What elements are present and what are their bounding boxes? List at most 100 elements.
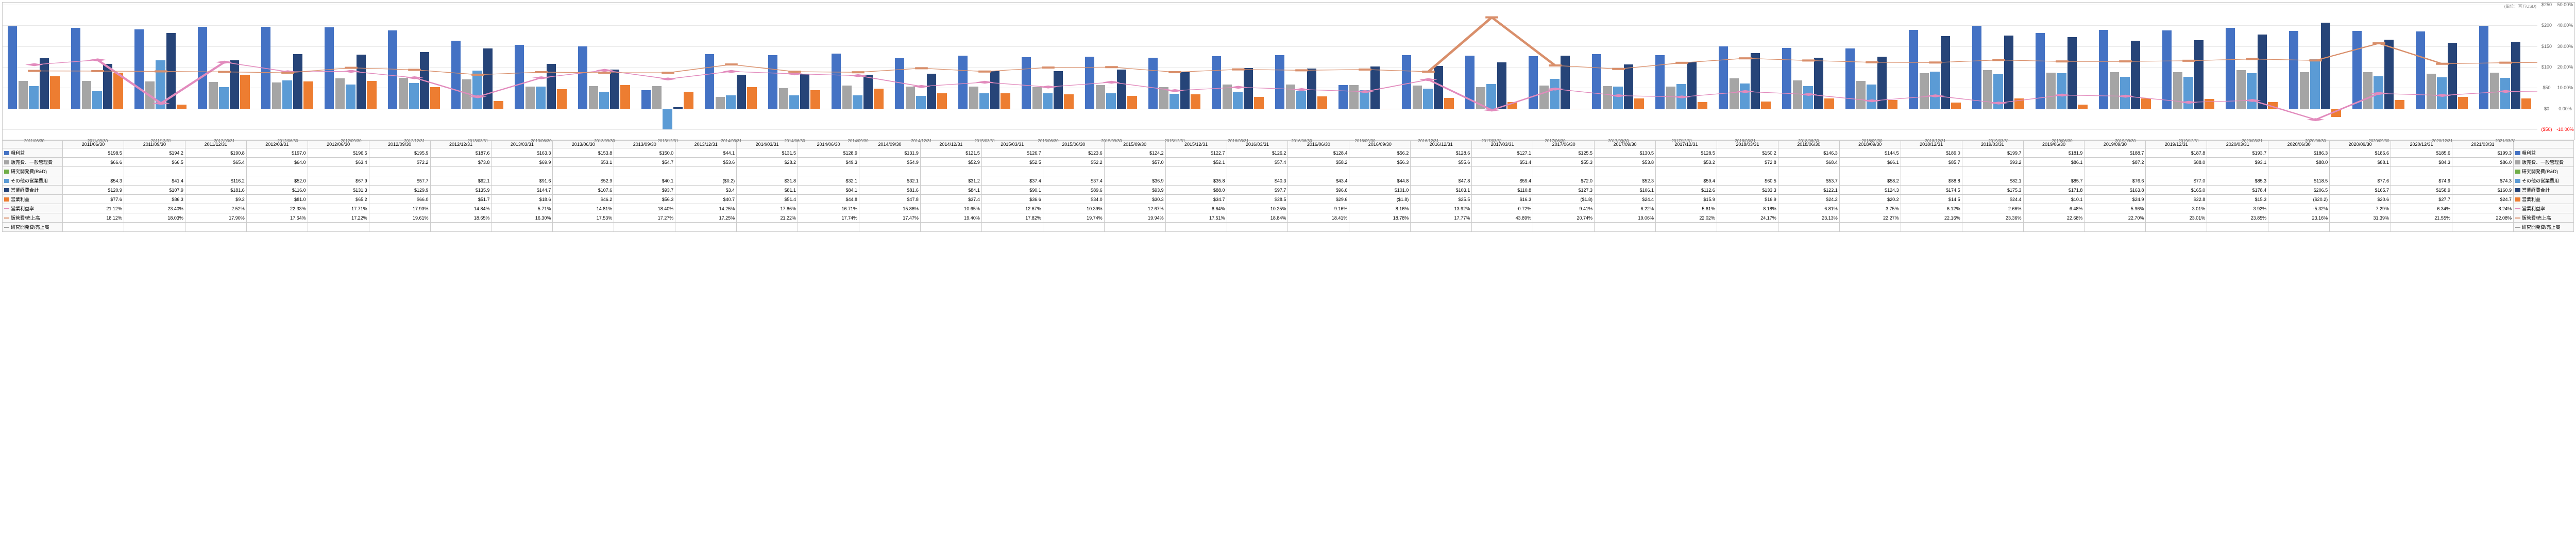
table-cell: $49.3 [798,158,859,167]
bar [40,58,49,109]
table-cell: 19.94% [1104,213,1165,223]
bar [2226,28,2235,108]
table-cell [430,223,492,232]
table-cell: $43.4 [1288,176,1349,186]
table-cell: $165.7 [2330,186,2391,195]
table-cell: $57.7 [369,176,430,186]
bar [29,86,39,109]
period-column [1587,5,1650,129]
table-cell: 6.48% [2023,204,2084,213]
bar [2268,102,2278,108]
bar [1930,72,1940,109]
bar [388,30,398,108]
table-cell: $41.4 [124,176,185,186]
bar [1117,70,1127,109]
table-cell: $53.6 [675,158,737,167]
bar [1561,56,1570,109]
table-cell [859,223,920,232]
table-cell: $59.4 [1655,176,1717,186]
table-cell [1655,223,1717,232]
table-cell: $206.5 [2268,186,2330,195]
table-cell: $55.6 [1411,158,1472,167]
table-cell: $116.0 [246,186,308,195]
table-cell: $144.7 [492,186,553,195]
x-tick: 2018/12/31 [1925,139,1945,143]
table-cell [1227,167,1288,176]
table-cell [430,167,492,176]
bar [1497,62,1507,108]
table-cell [492,223,553,232]
table-cell: 3.75% [1839,204,1901,213]
table-cell: $194.2 [124,148,185,158]
table-cell: $53.7 [1778,176,1839,186]
table-cell [614,167,675,176]
bar [2310,59,2320,109]
table-cell: 16.71% [798,204,859,213]
bar [1286,85,1296,109]
bar [303,81,313,109]
table-cell: 15.86% [859,204,920,213]
period-column [2030,5,2094,129]
bar [1888,100,1897,108]
table-cell: 17.53% [553,213,614,223]
table-cell: $128.5 [1655,148,1717,158]
bar [2427,74,2436,109]
table-cell: 14.84% [430,204,492,213]
table-cell [614,223,675,232]
table-cell: 8.18% [1717,204,1778,213]
table-cell [308,167,369,176]
table-cell: $85.7 [1901,158,1962,167]
bar [134,29,144,109]
bar [747,87,757,108]
table-cell: $129.9 [369,186,430,195]
y-right-tick: 30.00% [2556,44,2574,49]
table-cell: $14.5 [1901,195,1962,204]
chart-plot-area [3,5,2537,129]
table-cell [1717,167,1778,176]
bar [177,105,187,108]
bar [1043,93,1053,109]
table-cell: $44.1 [675,148,737,158]
bar [1539,86,1549,109]
bar [937,93,947,109]
bar [1223,85,1232,108]
bar [19,81,28,109]
table-cell: $65.4 [185,158,246,167]
bar [716,97,725,109]
bar [557,89,567,108]
table-cell: $107.9 [124,186,185,195]
table-cell: $163.3 [492,148,553,158]
table-cell: 16.30% [492,213,553,223]
bar [726,95,736,109]
table-cell: $25.5 [1411,195,1472,204]
table-cell: 24.17% [1717,213,1778,223]
bar [958,56,968,108]
table-cell: $199.3 [2452,148,2513,158]
bar [2131,41,2141,109]
row-label: その他の営業費用 [11,177,48,184]
table-cell [2268,167,2330,176]
table-cell: $59.4 [1472,176,1533,186]
bar [1634,98,1644,109]
bar [1666,87,1676,109]
table-cell [553,223,614,232]
bar [1254,97,1264,109]
bar [1782,48,1792,109]
table-cell: $128.4 [1288,148,1349,158]
table-cell [1104,223,1165,232]
table-cell [553,167,614,176]
bar [2162,30,2172,108]
table-cell: $88.0 [1165,186,1227,195]
bar [1191,94,1200,109]
table-cell: ($1.8) [1349,195,1411,204]
bar [92,91,102,108]
table-cell: 17.71% [308,204,369,213]
period-column [2094,5,2157,129]
table-cell [1778,167,1839,176]
bar [578,46,588,109]
x-tick: 2019/03/31 [1988,139,2009,143]
x-tick: 2017/06/30 [1545,139,1565,143]
table-cell: $56.3 [1349,158,1411,167]
table-cell: $16.3 [1472,195,1533,204]
bar [853,95,862,109]
